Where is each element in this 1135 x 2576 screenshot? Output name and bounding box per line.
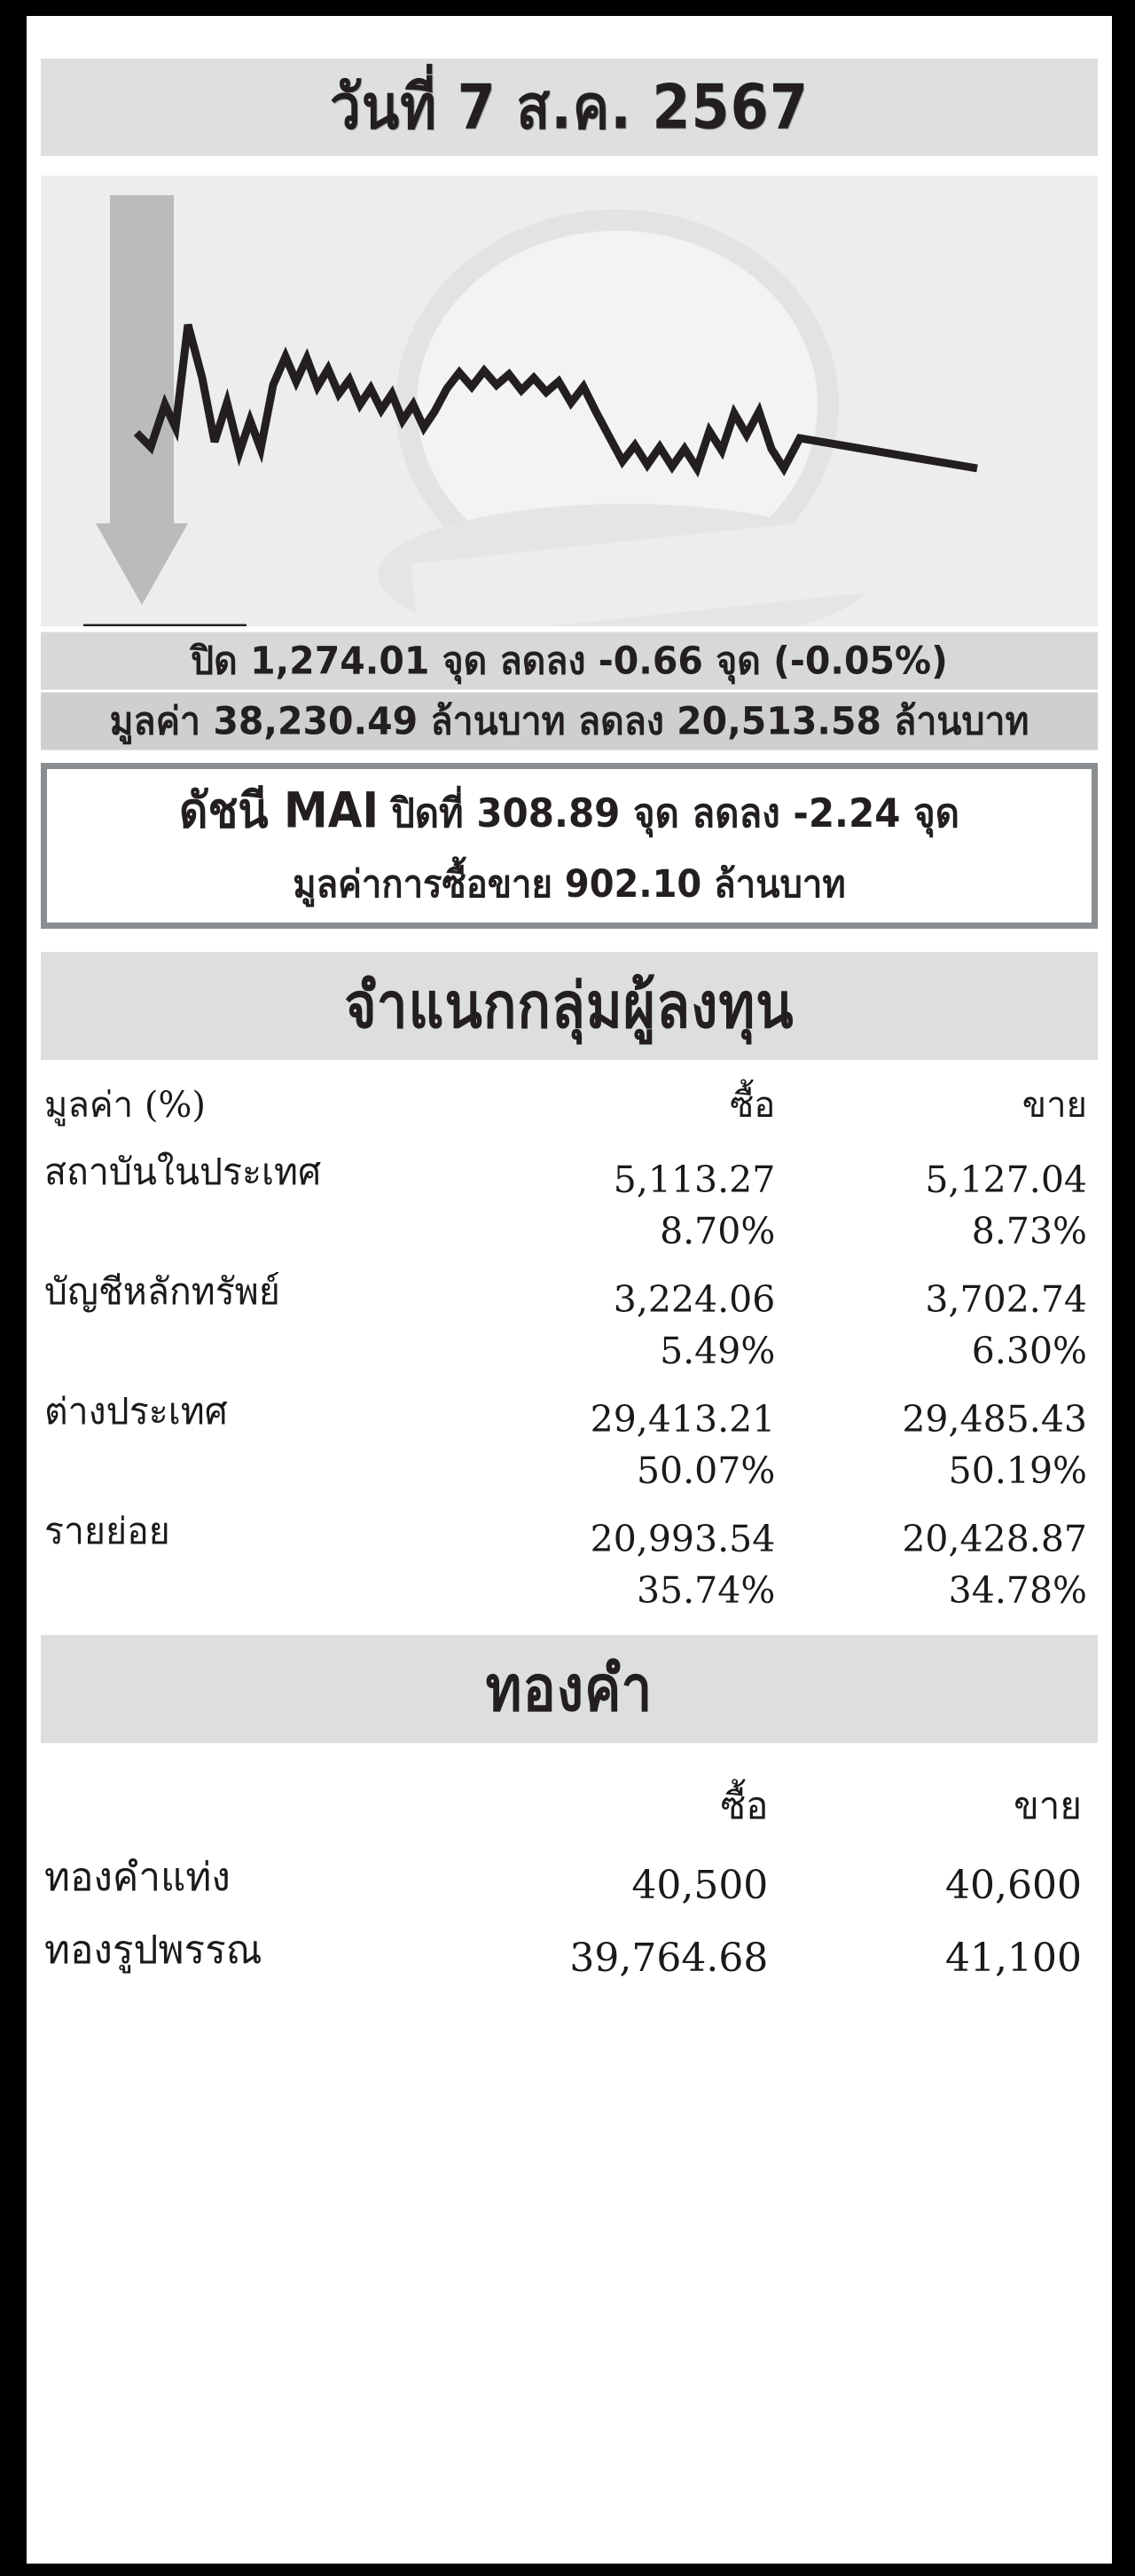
investor-table: มูลค่า (%) ซื้อ ขาย สถาบันในประเทศ 5,113…: [44, 1076, 1094, 1612]
investor-buy: 20,993.54: [590, 1518, 776, 1560]
mai-label: ดัชนี MAI: [179, 782, 380, 839]
open-price-tag: 1,274.67: [83, 624, 247, 626]
investor-buy: 29,413.21: [590, 1398, 776, 1441]
investor-name: รายย่อย: [44, 1510, 170, 1552]
table-row-percent: 5.49% 6.30%: [44, 1321, 1094, 1372]
investor-sell-pct: 8.73%: [971, 1210, 1087, 1253]
gold-col-header-blank: [44, 1759, 506, 1835]
investor-section-title: จำแนกกลุ่มผู้ลงทุน: [344, 968, 794, 1043]
gold-col-header-buy: ซื้อ: [720, 1784, 769, 1827]
gold-name: ทองคำแท่ง: [44, 1855, 231, 1900]
table-row-percent: 35.74% 34.78%: [44, 1560, 1094, 1612]
gold-buy: 39,764.68: [569, 1936, 769, 1981]
investor-sell: 5,127.04: [925, 1158, 1087, 1201]
investor-sell: 20,428.87: [902, 1518, 1087, 1560]
date-banner: วันที่ 7 ส.ค. 2567: [41, 59, 1098, 156]
page-title: วันที่ 7 ส.ค. 2567: [330, 70, 809, 144]
arrow-down-icon: [96, 195, 188, 605]
col-header-buy: ซื้อ: [730, 1085, 776, 1126]
investor-name: สถาบันในประเทศ: [44, 1151, 322, 1193]
infographic-page: วันที่ 7 ส.ค. 2567 1,274.67 1,274.01 -0.…: [27, 16, 1112, 2564]
gold-col-header-sell: ขาย: [1014, 1784, 1082, 1827]
investor-sell-pct: 34.78%: [948, 1569, 1087, 1612]
gold-section-title: ทองคำ: [485, 1651, 654, 1726]
table-header-row: มูลค่า (%) ซื้อ ขาย: [44, 1076, 1094, 1133]
investor-buy-pct: 5.49%: [660, 1330, 776, 1372]
investor-name: บัญชีหลักทรัพย์: [44, 1270, 280, 1313]
spacer-cell: [44, 1201, 506, 1253]
spacer-cell: [44, 1560, 506, 1612]
col-header-label: มูลค่า (%): [44, 1085, 207, 1126]
mai-primary-line: ดัชนี MAI ปิดที่ 308.89 จุด ลดลง -2.24 จ…: [56, 776, 1083, 846]
spacer-cell: [44, 1441, 506, 1492]
table-row-percent: 50.07% 50.19%: [44, 1441, 1094, 1492]
mai-turnover-line: มูลค่าการซื้อขาย 902.10 ล้านบาท: [293, 862, 846, 907]
table-row: ทองคำแท่ง 40,500 40,600: [44, 1835, 1094, 1908]
table-row: สถาบันในประเทศ 5,113.27 5,127.04: [44, 1133, 1094, 1201]
close-summary-row: ปิด 1,274.01 จุด ลดลง -0.66 จุด (-0.05%): [41, 632, 1098, 690]
investor-buy-pct: 35.74%: [636, 1569, 776, 1612]
investor-sell: 29,485.43: [902, 1398, 1087, 1441]
table-row: ต่างประเทศ 29,413.21 29,485.43: [44, 1372, 1094, 1441]
table-header-row: ซื้อ ขาย: [44, 1759, 1094, 1835]
mai-values: ปิดที่ 308.89 จุด ลดลง -2.24 จุด: [391, 789, 959, 836]
index-chart-panel: 1,274.67 1,274.01 -0.66 (-0.05%): [41, 176, 1098, 626]
investor-sell-pct: 6.30%: [971, 1330, 1087, 1372]
gold-name: ทองรูปพรรณ: [44, 1928, 262, 1973]
col-header-sell: ขาย: [1022, 1085, 1087, 1126]
spacer-cell: [44, 1321, 506, 1372]
investor-buy: 3,224.06: [613, 1278, 776, 1321]
table-row: ทองรูปพรรณ 39,764.68 41,100: [44, 1908, 1094, 1981]
table-row-percent: 8.70% 8.73%: [44, 1201, 1094, 1253]
investor-sell-pct: 50.19%: [948, 1449, 1087, 1492]
mai-index-box: ดัชนี MAI ปิดที่ 308.89 จุด ลดลง -2.24 จ…: [41, 763, 1098, 929]
gold-table: ซื้อ ขาย ทองคำแท่ง 40,500 40,600 ทองรูปพ…: [44, 1759, 1094, 1981]
gold-sell: 41,100: [945, 1936, 1082, 1981]
investor-name: ต่างประเทศ: [44, 1390, 228, 1433]
gold-sell: 40,600: [945, 1863, 1082, 1908]
gold-buy: 40,500: [631, 1863, 769, 1908]
table-row: บัญชีหลักทรัพย์ 3,224.06 3,702.74: [44, 1253, 1094, 1321]
investor-sell: 3,702.74: [925, 1278, 1087, 1321]
investor-buy: 5,113.27: [613, 1158, 776, 1201]
value-summary-row: มูลค่า 38,230.49 ล้านบาท ลดลง 20,513.58 …: [41, 692, 1098, 750]
investor-buy-pct: 8.70%: [660, 1210, 776, 1253]
investor-section-banner: จำแนกกลุ่มผู้ลงทุน: [41, 952, 1098, 1060]
investor-buy-pct: 50.07%: [636, 1449, 776, 1492]
index-line-chart: [133, 323, 978, 478]
gold-section-banner: ทองคำ: [41, 1635, 1098, 1743]
table-row: รายย่อย 20,993.54 20,428.87: [44, 1492, 1094, 1560]
